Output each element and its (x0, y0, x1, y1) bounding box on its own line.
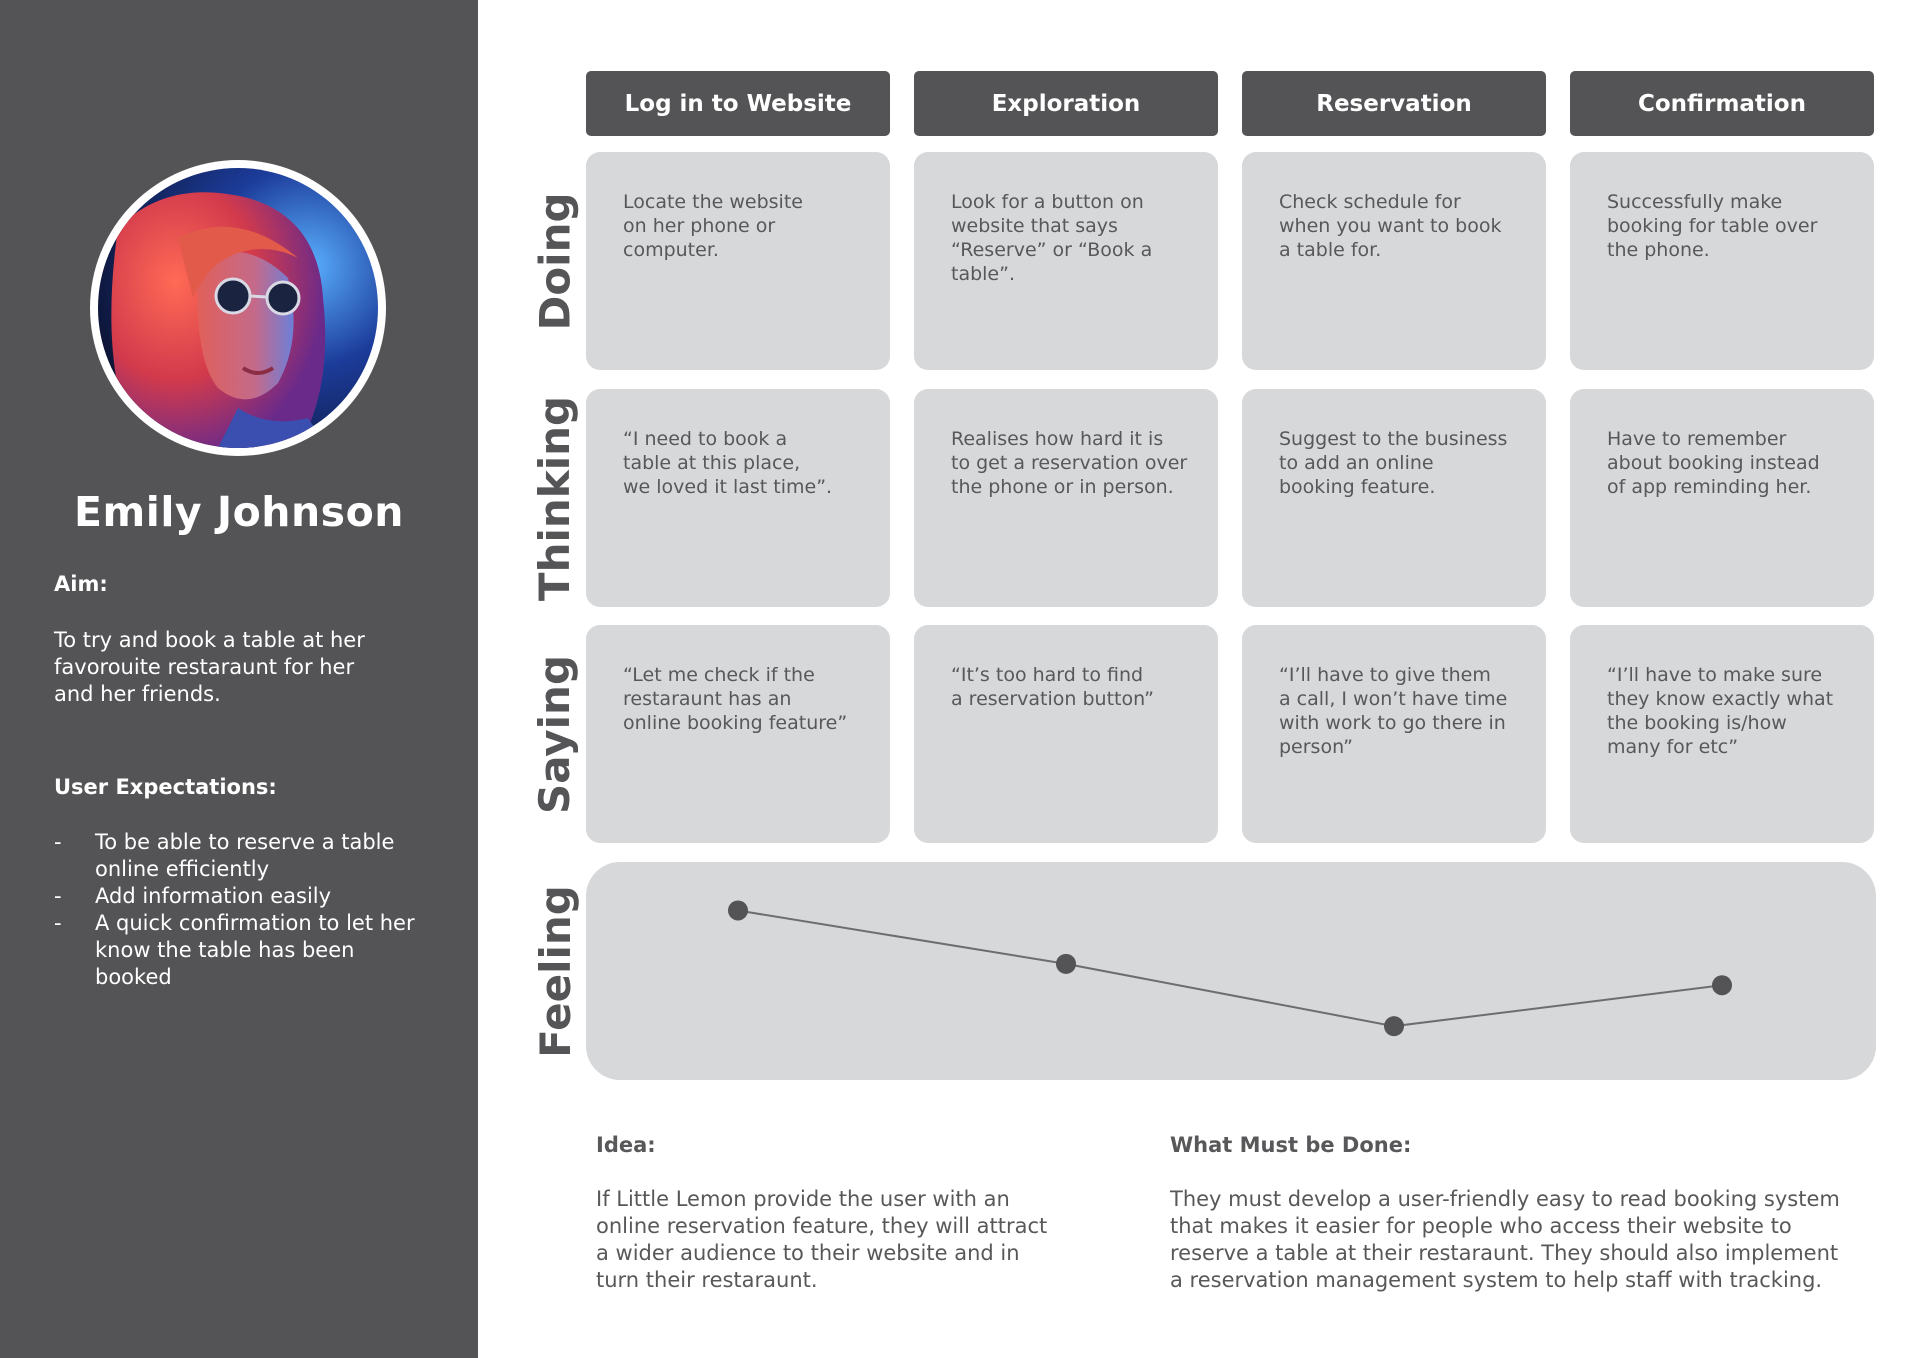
expectation-text: Add information easily (95, 884, 332, 908)
aim-text: To try and book a table at her favorouit… (54, 628, 365, 706)
feeling-point-1 (728, 900, 748, 921)
expectation-text: To be able to reserve a table online eff… (95, 830, 395, 881)
row-label-text: Saying (530, 654, 580, 814)
doing-cell-confirmation: Successfully make booking for table over… (1570, 152, 1874, 370)
must-do-label: What Must be Done: (1170, 1133, 1412, 1157)
row-label-doing: Doing (520, 152, 590, 370)
thinking-cell-exploration: Realises how hard it is to get a reserva… (914, 389, 1218, 607)
expectation-item: - A quick confirmation to let her know th… (54, 910, 434, 991)
thinking-cell-reservation: Suggest to the business to add an online… (1242, 389, 1546, 607)
feeling-panel (586, 862, 1876, 1080)
stage-header-exploration: Exploration (914, 71, 1218, 136)
aim-label: Aim: (54, 572, 108, 596)
persona-photo (98, 168, 378, 448)
feeling-line-chart (728, 900, 1732, 1037)
persona-name: Emily Johnson (74, 488, 404, 536)
thinking-cell-login: “I need to book a table at this place, w… (586, 389, 890, 607)
doing-cell-exploration: Look for a button on website that says “… (914, 152, 1218, 370)
feeling-point-4 (1712, 975, 1732, 996)
expectations-list: - To be able to reserve a table online ef… (54, 829, 434, 991)
persona-sidebar: Emily Johnson Aim: To try and book a tab… (0, 0, 478, 1358)
idea-label: Idea: (596, 1133, 656, 1157)
doing-cell-login: Locate the website on her phone or compu… (586, 152, 890, 370)
feeling-point-2 (1056, 953, 1076, 974)
doing-cell-reservation: Check schedule for when you want to book… (1242, 152, 1546, 370)
row-label-text: Feeling (530, 884, 580, 1058)
bullet-dash: - (54, 830, 62, 854)
row-label-feeling: Feeling (520, 862, 590, 1080)
feeling-line (737, 909, 1723, 1028)
saying-cell-exploration: “It’s too hard to find a reservation but… (914, 625, 1218, 843)
expectations-label: User Expectations: (54, 775, 277, 799)
expectation-text: A quick confirmation to let her know the… (95, 911, 415, 989)
row-label-text: Thinking (530, 395, 580, 601)
row-label-saying: Saying (520, 625, 590, 843)
row-label-text: Doing (530, 191, 580, 331)
idea-text: If Little Lemon provide the user with an… (596, 1187, 1048, 1292)
thinking-cell-confirmation: Have to remember about booking instead o… (1570, 389, 1874, 607)
feeling-point-3 (1384, 1016, 1404, 1037)
stage-header-login: Log in to Website (586, 71, 890, 136)
row-label-thinking: Thinking (520, 389, 590, 607)
expectation-item: - Add information easily (54, 883, 434, 910)
bullet-dash: - (54, 911, 62, 935)
saying-cell-login: “Let me check if the restaraunt has an o… (586, 625, 890, 843)
persona-avatar (90, 160, 386, 456)
bullet-dash: - (54, 884, 62, 908)
expectation-item: - To be able to reserve a table online ef… (54, 829, 434, 883)
stage-header-reservation: Reservation (1242, 71, 1546, 136)
stage-header-confirmation: Confirmation (1570, 71, 1874, 136)
saying-cell-confirmation: “I’ll have to make sure they know exactl… (1570, 625, 1874, 843)
must-do-text: They must develop a user-friendly easy t… (1170, 1187, 1840, 1292)
saying-cell-reservation: “I’ll have to give them a call, I won’t … (1242, 625, 1546, 843)
